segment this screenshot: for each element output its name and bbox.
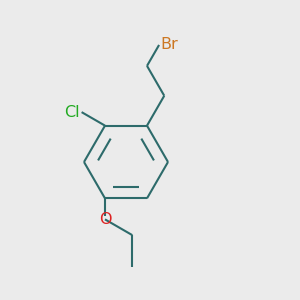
Text: Br: Br xyxy=(160,38,178,52)
Text: O: O xyxy=(99,212,111,227)
Text: Cl: Cl xyxy=(64,105,80,120)
